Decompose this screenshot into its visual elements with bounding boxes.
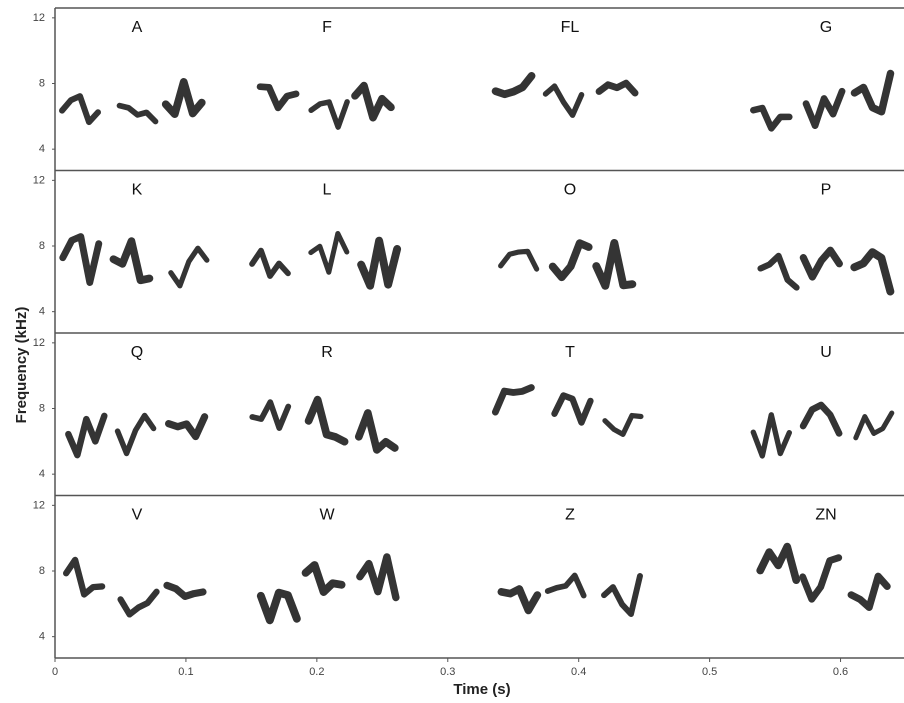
syllable-trace <box>164 413 209 441</box>
syllable-trace <box>161 78 206 119</box>
syllable-trace <box>757 252 800 291</box>
syllable-trace <box>850 248 895 296</box>
syllable-trace <box>542 83 585 118</box>
syllable-trace <box>356 553 400 602</box>
syllable-trace <box>354 409 399 454</box>
x-tick-label: 0.2 <box>309 666 324 678</box>
syllable-trace <box>799 401 843 437</box>
syllable-trace <box>256 83 300 112</box>
syllable-trace <box>602 412 644 437</box>
syllable-trace <box>109 237 154 285</box>
y-tick-label: 4 <box>39 306 45 318</box>
syllable-label: U <box>820 344 832 361</box>
syllable-trace <box>497 585 542 615</box>
syllable-trace <box>595 79 639 97</box>
y-tick-label: 8 <box>39 77 45 89</box>
syllable-trace <box>601 572 643 617</box>
syllable-label: R <box>321 344 333 361</box>
syllable-label: P <box>821 182 832 199</box>
syllable-trace <box>551 392 594 426</box>
syllable-label: W <box>319 507 335 524</box>
syllable-trace <box>59 233 103 286</box>
y-tick-label: 12 <box>33 499 45 511</box>
syllable-trace <box>853 410 895 441</box>
y-tick-label: 4 <box>39 143 45 155</box>
syllable-trace <box>114 412 157 457</box>
y-tick-label: 8 <box>39 402 45 414</box>
syllable-trace <box>750 104 793 132</box>
syllable-label: F <box>322 19 332 36</box>
syllable-trace <box>544 572 587 599</box>
syllable-trace <box>491 71 536 99</box>
x-tick-label: 0.3 <box>440 666 455 678</box>
x-axis-title: Time (s) <box>453 681 510 698</box>
y-tick-label: 12 <box>33 12 45 24</box>
syllable-trace <box>357 236 402 290</box>
syllable-trace <box>498 248 540 272</box>
syllable-trace <box>491 384 535 416</box>
syllable-trace <box>850 69 895 116</box>
syllable-trace <box>256 588 301 625</box>
y-tick-label: 4 <box>39 631 45 643</box>
syllable-label: G <box>820 19 832 36</box>
syllable-label: Q <box>131 344 143 361</box>
syllable-trace <box>548 239 593 282</box>
syllable-trace <box>249 399 292 431</box>
syllable-label: K <box>132 182 143 199</box>
y-tick-label: 12 <box>33 174 45 186</box>
syllable-trace <box>65 412 108 459</box>
syllable-trace <box>249 247 291 279</box>
syllable-label: A <box>132 19 143 36</box>
syllable-trace <box>756 542 801 585</box>
x-tick-label: 0.1 <box>178 666 193 678</box>
syllable-label: V <box>132 507 143 524</box>
syllable-trace <box>799 246 843 281</box>
syllable-label: FL <box>561 19 580 36</box>
syllable-trace <box>301 561 346 596</box>
syllable-trace <box>802 87 846 130</box>
syllable-label: L <box>323 182 332 199</box>
syllable-trace <box>59 93 101 126</box>
syllable-trace <box>168 245 210 289</box>
x-tick-label: 0.5 <box>702 666 717 678</box>
syllable-trace <box>308 99 350 130</box>
x-tick-label: 0 <box>52 666 58 678</box>
syllable-trace <box>847 572 891 611</box>
syllable-label: T <box>565 344 575 361</box>
x-tick-label: 0.6 <box>833 666 848 678</box>
y-tick-label: 4 <box>39 468 45 480</box>
syllable-trace <box>117 588 160 618</box>
y-tick-label: 8 <box>39 240 45 252</box>
syllable-label: Z <box>565 507 575 524</box>
y-axis-title: Frequency (kHz) <box>13 307 30 424</box>
syllable-trace <box>308 230 350 275</box>
syllable-trace <box>304 395 349 446</box>
x-tick-label: 0.4 <box>571 666 586 678</box>
syllable-trace <box>351 81 395 122</box>
y-tick-label: 8 <box>39 565 45 577</box>
syllable-trace <box>116 102 159 125</box>
syllable-trace <box>799 554 843 603</box>
syllable-trace <box>163 581 207 601</box>
syllable-label: ZN <box>815 507 836 524</box>
syllable-label: O <box>564 182 576 199</box>
y-tick-label: 12 <box>33 337 45 349</box>
syllable-trace <box>750 412 792 459</box>
syllable-trace <box>592 238 637 290</box>
syllable-trace <box>62 556 106 598</box>
